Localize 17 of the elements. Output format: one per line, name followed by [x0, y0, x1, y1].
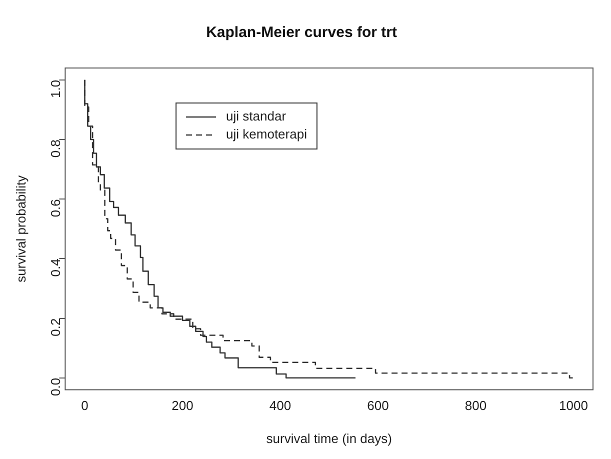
y-tick-label: 0.0	[48, 378, 63, 396]
x-tick-label: 800	[464, 398, 487, 414]
y-tick-label: 0.4	[48, 258, 63, 277]
y-tick-label: 0.8	[48, 140, 63, 158]
x-tick-label: 600	[367, 398, 389, 414]
x-tick-label: 1000	[558, 398, 588, 414]
y-tick-label: 0.2	[48, 318, 63, 336]
y-tick-label: 1.0	[48, 80, 63, 98]
legend-label: uji kemoterapi	[226, 126, 308, 142]
x-tick-label: 400	[269, 398, 292, 414]
chart-title: Kaplan-Meier curves for trt	[206, 24, 397, 42]
y-axis-title: survival probability	[13, 174, 28, 282]
legend-label: uji standar	[226, 108, 287, 124]
x-axis-title: survival time (in days)	[266, 430, 392, 446]
x-tick-label: 0	[81, 398, 88, 414]
x-tick-label: 200	[172, 398, 194, 414]
y-tick-label: 0.6	[48, 199, 63, 218]
